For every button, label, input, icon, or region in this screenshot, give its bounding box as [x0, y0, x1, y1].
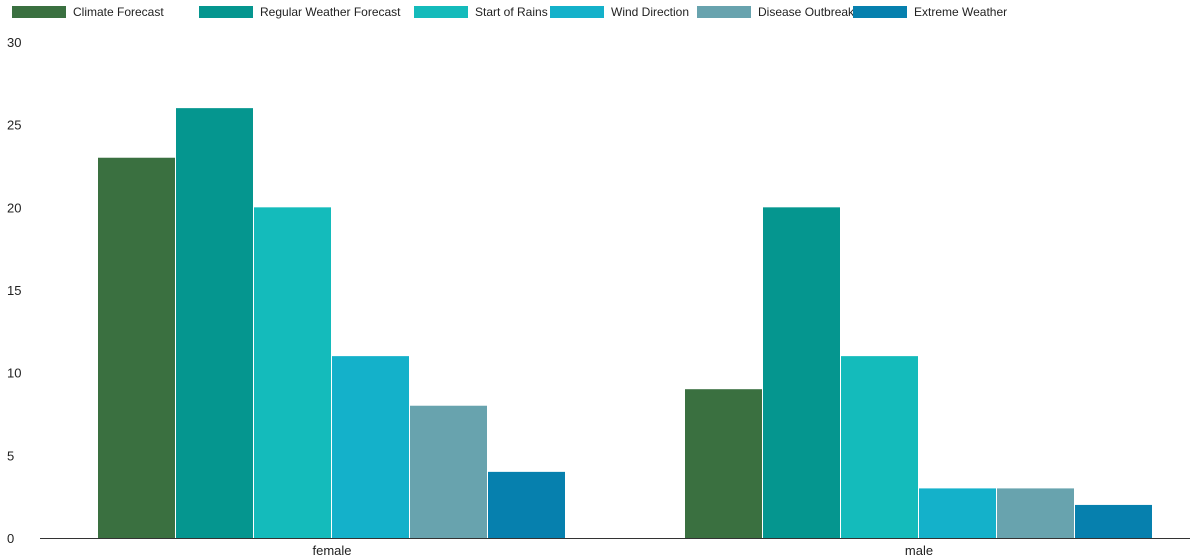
legend-label-1: Regular Weather Forecast [260, 5, 401, 19]
legend-swatch-4 [697, 6, 751, 18]
legend-swatch-5 [853, 6, 907, 18]
y-tick-label-0: 0 [7, 531, 14, 546]
legend-swatch-3 [550, 6, 604, 18]
legend-label-3: Wind Direction [611, 5, 689, 19]
bar-male-5 [1075, 504, 1152, 538]
bar-male-0 [685, 389, 762, 538]
x-axis: female male [40, 538, 1190, 558]
bar-female-0 [98, 157, 175, 538]
bar-male-2 [841, 356, 918, 538]
bar-female-1 [176, 108, 253, 538]
y-tick-label-6: 30 [7, 35, 21, 50]
bar-male-3 [919, 488, 996, 538]
legend-swatch-2 [414, 6, 468, 18]
bar-male-4 [997, 488, 1074, 538]
y-tick-label-3: 15 [7, 283, 21, 298]
legend-label-2: Start of Rains [475, 5, 548, 19]
y-axis: 0 5 10 15 20 25 30 [7, 35, 21, 546]
legend-swatch-1 [199, 6, 253, 18]
legend: Climate Forecast Regular Weather Forecast… [12, 5, 1007, 19]
bar-male-1 [763, 207, 840, 539]
bars [98, 108, 1152, 539]
bar-female-2 [254, 207, 331, 539]
y-tick-label-5: 25 [7, 118, 21, 133]
bar-female-5 [488, 471, 565, 538]
bar-female-4 [410, 405, 487, 538]
x-tick-label-female: female [312, 543, 351, 558]
legend-swatch-0 [12, 6, 66, 18]
y-tick-label-2: 10 [7, 366, 21, 381]
legend-label-5: Extreme Weather [914, 5, 1007, 19]
y-tick-label-1: 5 [7, 448, 14, 463]
legend-label-4: Disease Outbreak [758, 5, 855, 19]
y-tick-label-4: 20 [7, 200, 21, 215]
x-tick-label-male: male [905, 543, 933, 558]
legend-label-0: Climate Forecast [73, 5, 164, 19]
bar-female-3 [332, 356, 409, 538]
